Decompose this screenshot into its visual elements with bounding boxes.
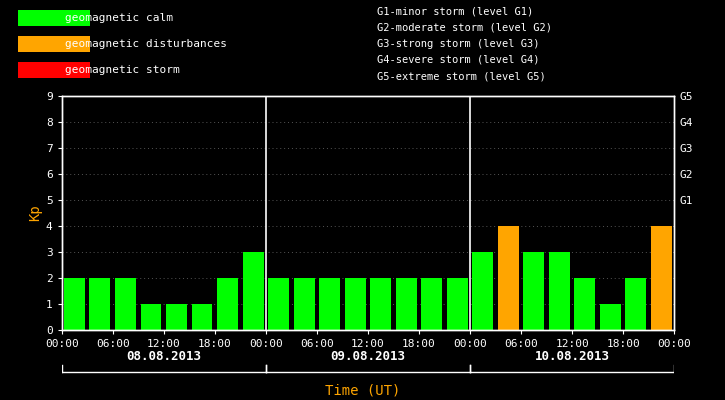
Bar (498, 226, 519, 330)
Bar (344, 278, 365, 330)
Bar (268, 278, 289, 330)
Bar (473, 252, 493, 330)
Bar (523, 252, 544, 330)
Bar (370, 278, 392, 330)
Bar (626, 278, 647, 330)
Bar (217, 278, 238, 330)
Bar (396, 278, 417, 330)
Text: 09.08.2013: 09.08.2013 (331, 350, 405, 363)
Text: geomagnetic disturbances: geomagnetic disturbances (65, 39, 227, 49)
Text: geomagnetic storm: geomagnetic storm (65, 65, 180, 75)
Bar (18, 36, 90, 52)
Bar (243, 252, 263, 330)
Bar (89, 278, 110, 330)
Bar (294, 278, 315, 330)
Bar (18, 10, 90, 26)
Text: 08.08.2013: 08.08.2013 (126, 350, 202, 363)
Y-axis label: Kp: Kp (28, 205, 41, 221)
Bar (549, 252, 570, 330)
Bar (319, 278, 340, 330)
Text: G3-strong storm (level G3): G3-strong storm (level G3) (377, 39, 539, 49)
Bar (141, 304, 162, 330)
Bar (18, 62, 90, 78)
Text: G2-moderate storm (level G2): G2-moderate storm (level G2) (377, 22, 552, 32)
Bar (421, 278, 442, 330)
Text: G5-extreme storm (level G5): G5-extreme storm (level G5) (377, 71, 546, 81)
Bar (166, 304, 187, 330)
Bar (600, 304, 621, 330)
Bar (447, 278, 468, 330)
Text: G4-severe storm (level G4): G4-severe storm (level G4) (377, 55, 539, 65)
Bar (651, 226, 672, 330)
Bar (574, 278, 595, 330)
Bar (64, 278, 85, 330)
Text: G1-minor storm (level G1): G1-minor storm (level G1) (377, 6, 534, 16)
Text: Time (UT): Time (UT) (325, 384, 400, 398)
Bar (115, 278, 136, 330)
Text: geomagnetic calm: geomagnetic calm (65, 13, 173, 22)
Text: 10.08.2013: 10.08.2013 (534, 350, 610, 363)
Bar (191, 304, 212, 330)
